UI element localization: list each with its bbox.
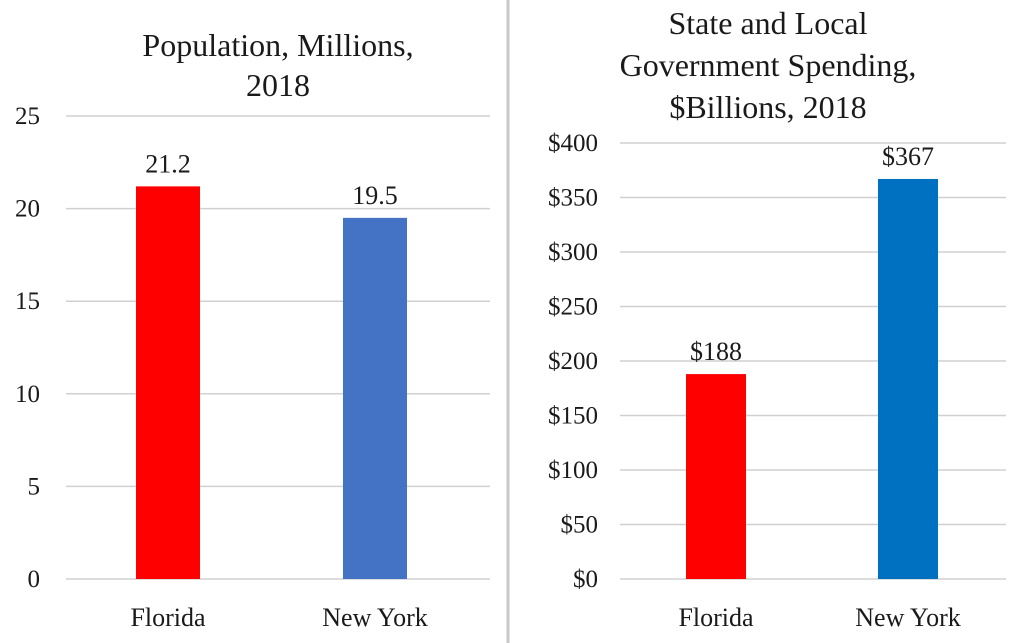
spending-y-tick-label: $150: [548, 403, 598, 430]
population-y-tick-label: 0: [28, 566, 41, 593]
spending-data-label: $367: [882, 142, 934, 171]
population-category-label: New York: [322, 603, 427, 632]
spending-title-line-1: State and Local: [668, 5, 867, 41]
population-bar-florida: [136, 186, 200, 579]
spending-y-tick-label: $350: [548, 185, 598, 212]
population-y-tick-label: 10: [15, 381, 40, 408]
population-y-tick-label: 5: [28, 473, 41, 500]
spending-bar-new-york: [878, 178, 938, 579]
spending-y-tick-label: $0: [573, 566, 598, 593]
population-data-label: 21.2: [145, 149, 191, 178]
spending-y-tick-label: $400: [548, 130, 598, 157]
population-title-line-2: 2018: [246, 67, 310, 103]
population-y-tick-label: 15: [15, 288, 40, 315]
spending-bar-florida: [686, 374, 746, 579]
spending-title-line-2: Government Spending,: [620, 47, 917, 83]
population-y-tick-label: 20: [15, 196, 40, 223]
spending-data-label: $188: [690, 337, 742, 366]
population-data-label: 19.5: [352, 181, 398, 210]
spending-title-line-3: $Billions, 2018: [669, 89, 866, 125]
population-category-label: Florida: [130, 603, 206, 632]
population-chart: Population, Millions, 2018 0 5 10 15 20 25 21.2 F…: [15, 27, 490, 632]
spending-y-tick-label: $50: [561, 512, 599, 539]
population-title-line-1: Population, Millions,: [142, 27, 413, 63]
spending-y-tick-label: $300: [548, 239, 598, 266]
spending-category-label: Florida: [678, 603, 754, 632]
spending-chart: State and Local Government Spending, $Bill…: [548, 5, 1006, 632]
population-bar-new-york: [343, 217, 407, 580]
spending-category-label: New York: [855, 603, 960, 632]
spending-y-tick-label: $200: [548, 348, 598, 375]
population-y-tick-label: 25: [15, 103, 40, 130]
spending-y-tick-label: $250: [548, 294, 598, 321]
spending-y-tick-label: $100: [548, 457, 598, 484]
